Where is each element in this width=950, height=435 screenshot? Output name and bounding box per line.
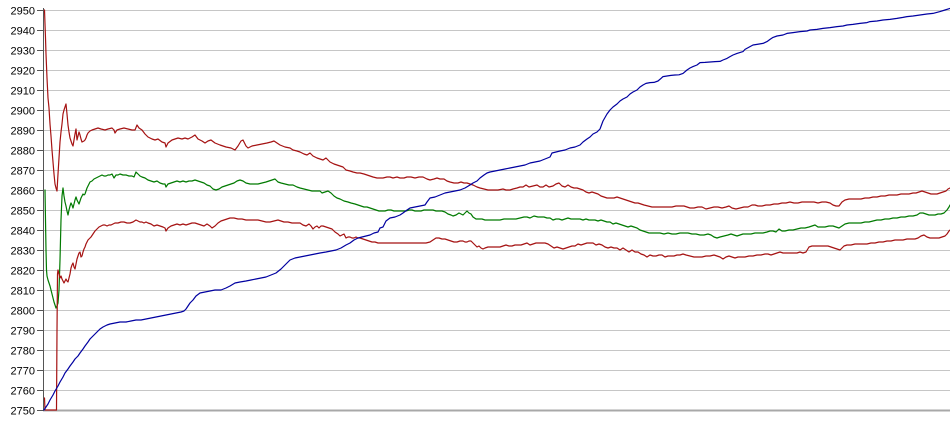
- y-axis-label: 2930: [11, 46, 35, 58]
- y-axis-label: 2790: [11, 326, 35, 338]
- y-axis-label: 2750: [11, 406, 35, 418]
- y-axis-label: 2780: [11, 346, 35, 358]
- y-axis-label: 2760: [11, 386, 35, 398]
- y-axis-label: 2840: [11, 226, 35, 238]
- y-axis-label: 2830: [11, 246, 35, 258]
- upper-band-line: [43, 9, 950, 210]
- balance-line: [43, 7, 950, 411]
- y-axis-label: 2820: [11, 266, 35, 278]
- mid-band-line: [44, 171, 950, 309]
- lower-band-line: [43, 217, 950, 411]
- y-axis-label: 2890: [11, 126, 35, 138]
- y-axis-label: 2950: [11, 6, 35, 18]
- y-axis-label: 2920: [11, 66, 35, 78]
- y-axis-label: 2800: [11, 306, 35, 318]
- y-axis-label: 2910: [11, 86, 35, 98]
- y-axis-label: 2850: [11, 206, 35, 218]
- y-axis-label: 2900: [11, 106, 35, 118]
- y-axis-label: 2940: [11, 26, 35, 38]
- y-axis-label: 2770: [11, 366, 35, 378]
- y-axis-label: 2860: [11, 186, 35, 198]
- y-axis-label: 2880: [11, 146, 35, 158]
- y-axis-label: 2810: [11, 286, 35, 298]
- y-axis-label: 2870: [11, 166, 35, 178]
